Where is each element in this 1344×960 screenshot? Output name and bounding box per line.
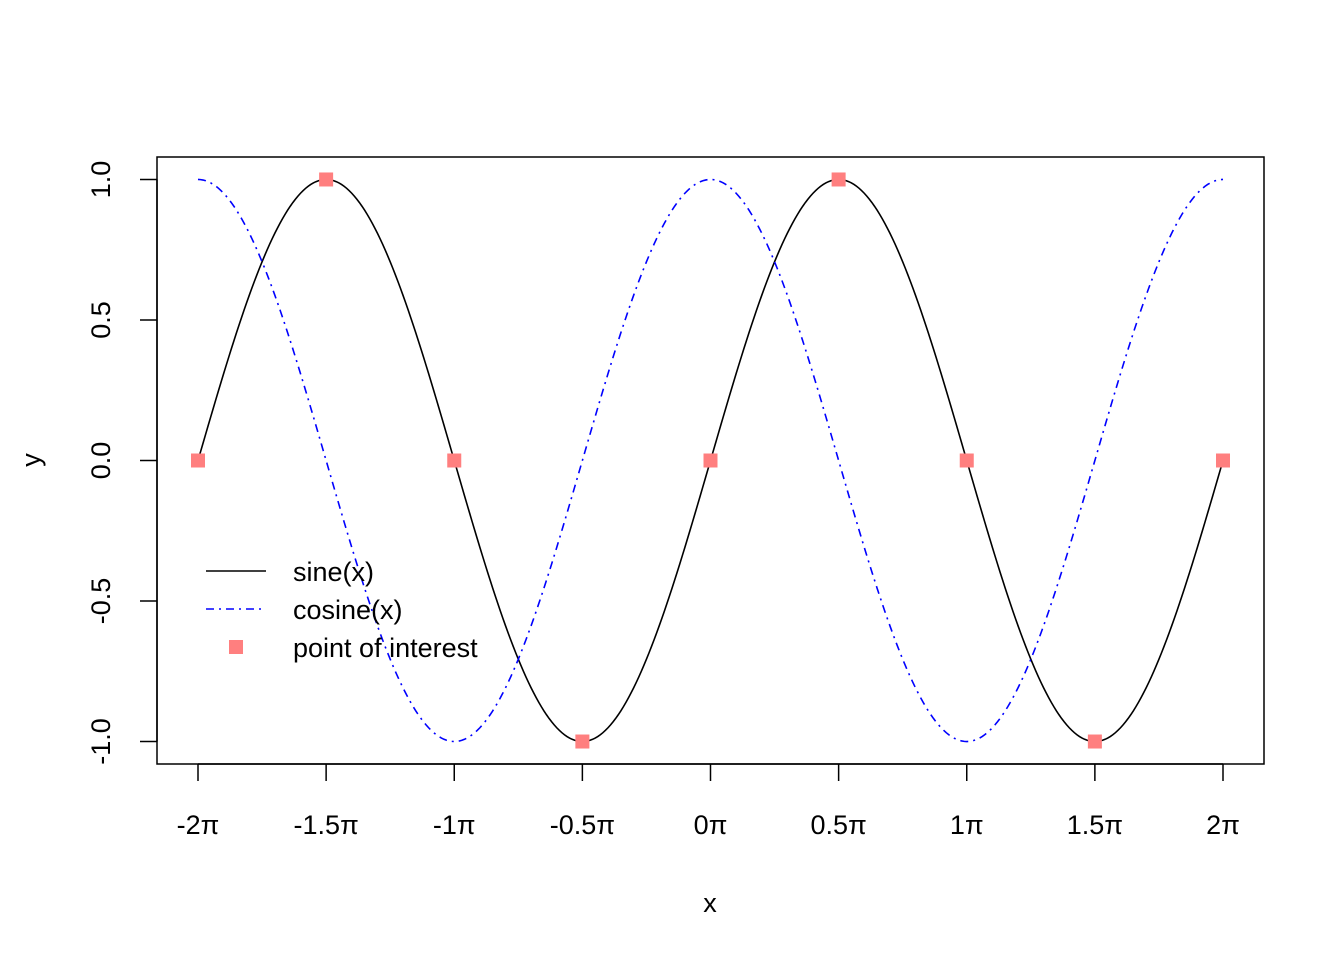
y-tick-label: 1.0	[86, 161, 116, 199]
points-layer	[191, 172, 1230, 749]
x-axis: -2π -1.5π -1π -0.5π 0π 0.5π 1π 1.5π 2π	[177, 763, 1240, 840]
y-tick-label: 0.0	[86, 442, 116, 480]
x-tick-label: 1π	[950, 810, 984, 840]
x-tick-label: 1.5π	[1067, 810, 1123, 840]
point-of-interest-marker	[191, 453, 205, 468]
legend-label: cosine(x)	[293, 595, 403, 625]
point-of-interest-marker	[1087, 734, 1102, 749]
point-of-interest-marker	[831, 172, 846, 187]
point-of-interest-marker	[703, 453, 718, 468]
x-tick-label: -1π	[433, 810, 476, 840]
point-of-interest-marker	[319, 172, 334, 187]
x-axis-title: x	[703, 888, 717, 918]
x-tick-label: 2π	[1206, 810, 1240, 840]
legend: sine(x) cosine(x) point of interest	[206, 557, 478, 663]
y-axis-title: y	[16, 453, 46, 467]
legend-label: point of interest	[293, 633, 478, 663]
y-axis: -1.0 -0.5 0.0 0.5 1.0	[86, 161, 158, 765]
x-tick-label: 0.5π	[811, 810, 867, 840]
x-tick-label: -1.5π	[294, 810, 359, 840]
series-line-cos	[197, 178, 1224, 743]
legend-marker-swatch	[229, 640, 243, 654]
y-tick-label: -1.0	[86, 718, 116, 765]
legend-label: sine(x)	[293, 557, 374, 587]
point-of-interest-marker	[1216, 453, 1230, 468]
point-of-interest-marker	[959, 453, 974, 468]
x-tick-label: -2π	[177, 810, 220, 840]
y-tick-label: -0.5	[86, 578, 116, 625]
y-tick-label: 0.5	[86, 301, 116, 339]
x-tick-label: -0.5π	[550, 810, 615, 840]
point-of-interest-marker	[447, 453, 462, 468]
point-of-interest-marker	[575, 734, 590, 749]
x-tick-label: 0π	[694, 810, 728, 840]
